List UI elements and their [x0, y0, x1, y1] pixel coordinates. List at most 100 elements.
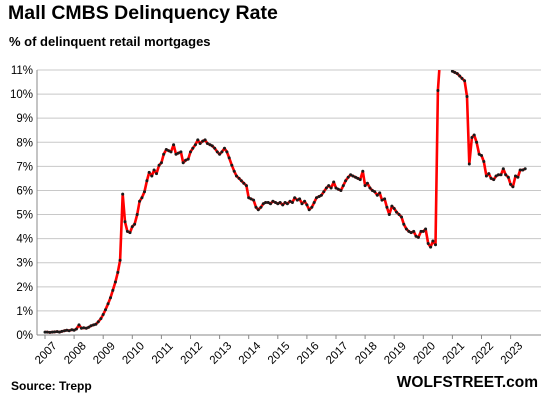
- data-point: [494, 174, 498, 178]
- data-point: [514, 174, 517, 178]
- data-point: [344, 179, 348, 183]
- data-point: [470, 136, 474, 139]
- data-point: [191, 146, 195, 150]
- data-point: [123, 220, 127, 224]
- data-point: [203, 138, 207, 142]
- data-point: [351, 174, 355, 178]
- x-tick-label: 2020: [411, 340, 438, 367]
- data-point: [94, 322, 98, 326]
- data-point: [77, 323, 81, 327]
- data-point: [293, 196, 297, 200]
- data-point: [358, 178, 362, 182]
- data-point: [89, 324, 93, 328]
- x-tick-label: 2016: [295, 340, 322, 367]
- data-point: [312, 201, 316, 204]
- data-point: [385, 205, 389, 209]
- series-line: [451, 70, 526, 189]
- data-point: [125, 229, 129, 233]
- x-tick-label: 2009: [91, 340, 118, 367]
- data-point: [346, 175, 350, 179]
- data-point: [506, 175, 510, 179]
- data-point: [205, 142, 209, 145]
- data-point: [511, 185, 515, 189]
- data-point: [167, 149, 171, 153]
- data-point: [70, 328, 74, 332]
- data-point: [239, 179, 243, 183]
- data-point: [281, 203, 285, 207]
- data-point: [496, 173, 500, 177]
- data-point: [380, 198, 384, 202]
- data-point: [138, 199, 142, 203]
- data-point: [429, 245, 433, 249]
- data-point: [172, 143, 176, 147]
- data-point: [426, 242, 430, 245]
- data-point: [130, 225, 134, 229]
- series-line: [45, 70, 441, 334]
- data-point: [363, 184, 367, 188]
- data-point: [67, 329, 71, 333]
- data-point: [315, 196, 318, 200]
- data-point: [322, 190, 326, 194]
- data-point: [501, 167, 505, 171]
- y-tick-label: 10%: [10, 89, 33, 101]
- data-point: [60, 329, 64, 333]
- data-point: [99, 317, 103, 321]
- data-point: [349, 173, 353, 177]
- data-point: [365, 181, 369, 185]
- data-point: [300, 202, 304, 206]
- chart-title: Mall CMBS Delinquency Rate: [8, 2, 278, 24]
- data-point: [198, 142, 202, 145]
- data-point: [133, 222, 137, 226]
- data-point: [402, 222, 406, 226]
- data-point: [143, 190, 146, 194]
- brand-logo-text: WOLFSTREET.com: [396, 374, 538, 391]
- x-tick-label: 2018: [353, 340, 380, 367]
- x-tick-label: 2014: [237, 340, 264, 367]
- data-point: [215, 150, 219, 154]
- data-point: [392, 207, 396, 210]
- data-point: [453, 70, 457, 74]
- data-point: [48, 330, 52, 334]
- data-point: [465, 95, 469, 98]
- data-point: [159, 161, 163, 165]
- series-markers: [43, 70, 527, 334]
- data-point: [230, 163, 234, 167]
- data-point: [264, 201, 268, 204]
- data-point: [378, 191, 382, 195]
- data-point: [404, 227, 408, 231]
- x-tick-label: 2017: [324, 340, 351, 367]
- data-point: [305, 203, 309, 207]
- data-point: [181, 161, 185, 165]
- data-point: [249, 197, 253, 201]
- data-point: [237, 176, 241, 180]
- data-point: [162, 152, 166, 156]
- data-point: [383, 197, 387, 201]
- data-point: [319, 193, 323, 197]
- x-tick-label: 2023: [499, 340, 526, 367]
- data-point: [458, 74, 462, 78]
- x-tick-label: 2015: [266, 340, 293, 367]
- data-point: [210, 144, 214, 148]
- data-point: [79, 326, 83, 330]
- y-tick-label: 1%: [16, 306, 33, 318]
- y-tick-label: 5%: [16, 210, 33, 222]
- data-point: [387, 213, 391, 216]
- data-point: [155, 172, 158, 176]
- data-point: [43, 330, 47, 334]
- data-point: [477, 152, 481, 156]
- data-point: [278, 201, 282, 204]
- data-point: [193, 143, 197, 147]
- data-point: [45, 330, 49, 334]
- source-note: Source: Trepp: [11, 379, 92, 393]
- data-point: [499, 173, 503, 177]
- data-point: [174, 152, 178, 156]
- x-axis-ticks: 2007 2008 2009 2010 2011 2012 2013 2014 2015 2016…: [33, 335, 525, 367]
- y-tick-label: 9%: [16, 113, 33, 125]
- data-point: [370, 189, 374, 192]
- data-point: [341, 184, 345, 188]
- data-point: [303, 199, 307, 203]
- data-point: [116, 270, 120, 274]
- data-point: [266, 201, 270, 204]
- y-tick-label: 3%: [16, 258, 33, 270]
